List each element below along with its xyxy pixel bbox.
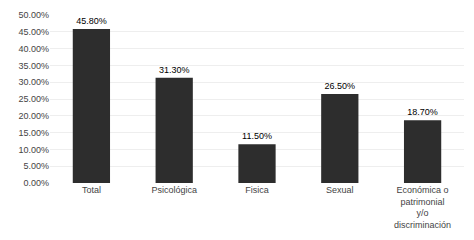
- svg-text:45.80%: 45.80%: [76, 16, 107, 26]
- svg-text:5.00%: 5.00%: [23, 161, 49, 171]
- svg-text:Fisica: Fisica: [245, 185, 269, 195]
- svg-text:31.30%: 31.30%: [159, 65, 190, 75]
- svg-text:0.00%: 0.00%: [23, 178, 49, 188]
- svg-text:45.00%: 45.00%: [18, 27, 49, 37]
- svg-text:10.00%: 10.00%: [18, 145, 49, 155]
- svg-text:Sexual: Sexual: [326, 185, 354, 195]
- svg-text:35.00%: 35.00%: [18, 61, 49, 71]
- svg-text:11.50%: 11.50%: [242, 131, 272, 141]
- svg-text:Total: Total: [82, 185, 101, 195]
- svg-text:Psicológica: Psicológica: [151, 185, 197, 195]
- svg-text:40.00%: 40.00%: [18, 44, 49, 54]
- svg-text:15.00%: 15.00%: [18, 128, 49, 138]
- svg-text:25.00%: 25.00%: [18, 94, 49, 104]
- svg-text:50.00%: 50.00%: [18, 10, 49, 20]
- svg-text:20.00%: 20.00%: [18, 111, 49, 121]
- svg-text:18.70%: 18.70%: [407, 107, 438, 117]
- svg-text:26.50%: 26.50%: [325, 81, 356, 91]
- svg-text:Económica opatrimonialy/odiscr: Económica opatrimonialy/odiscriminación: [394, 185, 451, 230]
- svg-text:30.00%: 30.00%: [18, 77, 49, 87]
